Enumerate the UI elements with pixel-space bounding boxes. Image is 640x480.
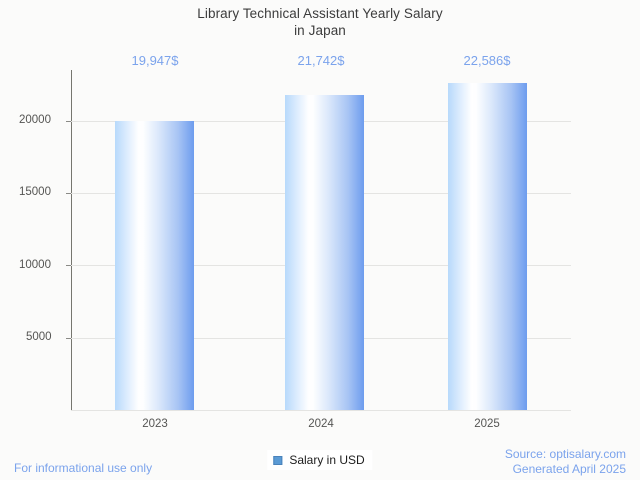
bar-2025[interactable]	[448, 83, 527, 410]
legend-label: Salary in USD	[289, 453, 365, 467]
tick-mark-20000	[66, 121, 71, 122]
chart-title-line-2: in Japan	[294, 23, 346, 38]
bar-value-2024: 21,742$	[297, 53, 345, 68]
y-tick-label-20000: 20000	[19, 114, 51, 126]
bar-2024[interactable]	[285, 95, 364, 410]
x-tick-label-2024: 2024	[308, 418, 334, 430]
y-tick-label-10000: 10000	[19, 259, 51, 271]
chart-title-line-1: Library Technical Assistant Yearly Salar…	[197, 6, 443, 21]
footer-source-line: Source: optisalary.com	[504, 447, 626, 461]
tick-mark-15000	[66, 193, 71, 194]
bar-value-2023: 19,947$	[131, 53, 179, 68]
y-tick-label-5000: 5000	[26, 331, 52, 343]
bar-value-2025: 22,586$	[463, 53, 511, 68]
chart-title: Library Technical Assistant Yearly Salar…	[0, 5, 640, 39]
footer-source: Source: optisalary.com Generated April 2…	[505, 447, 626, 477]
footer-disclaimer: For informational use only	[14, 461, 153, 475]
plot-area	[66, 70, 571, 411]
legend-swatch-icon	[273, 455, 283, 465]
gridline-0	[71, 410, 571, 411]
tick-mark-10000	[66, 265, 71, 266]
chart-legend[interactable]: Salary in USD	[267, 450, 373, 470]
y-tick-label-15000: 15000	[19, 186, 51, 198]
x-tick-label-2025: 2025	[474, 418, 500, 430]
x-tick-label-2023: 2023	[142, 418, 168, 430]
y-axis-line	[71, 70, 73, 411]
tick-mark-5000	[66, 338, 71, 339]
bar-2023[interactable]	[115, 121, 194, 410]
footer-generated-line: Generated April 2025	[512, 462, 626, 476]
